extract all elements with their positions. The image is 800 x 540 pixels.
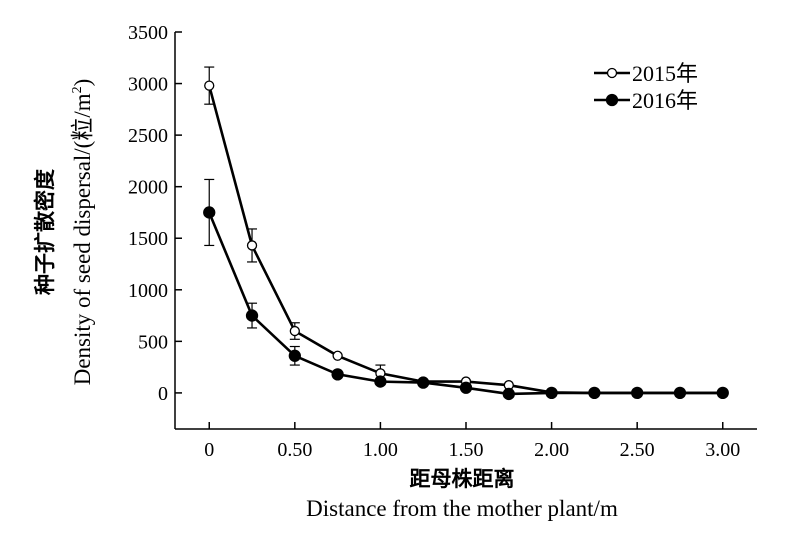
legend-marker bbox=[605, 93, 619, 107]
data-point bbox=[288, 349, 301, 362]
y-axis-title-en: Density of seed dispersal/(粒/m2) bbox=[70, 79, 95, 386]
legend-label: 2015年 bbox=[632, 61, 698, 86]
y-tick-label: 1000 bbox=[128, 280, 168, 302]
data-point bbox=[417, 376, 430, 389]
x-tick-label: 1.00 bbox=[363, 439, 398, 461]
data-point bbox=[332, 350, 343, 361]
series-layer bbox=[203, 66, 729, 401]
data-point bbox=[204, 80, 215, 91]
data-point bbox=[245, 309, 259, 322]
legend-marker bbox=[606, 67, 618, 79]
data-point bbox=[502, 387, 515, 401]
data-point bbox=[331, 368, 344, 381]
x-axis-title-cn: 距母株距离 bbox=[410, 467, 515, 491]
y-axis-title-cn: 种子扩散密度 bbox=[33, 169, 57, 296]
data-point bbox=[588, 386, 601, 400]
y-tick-label: 500 bbox=[138, 331, 168, 353]
series-2 bbox=[203, 178, 729, 401]
y-axis-title-en-sup: 2 bbox=[70, 86, 85, 93]
data-point bbox=[246, 240, 258, 251]
axes: 0 500 1000 1500 2000 2500 3000 3500 0 0.50 1.00 1.5… bbox=[128, 22, 757, 461]
data-point bbox=[374, 375, 387, 388]
x-tick-label: 2.50 bbox=[620, 439, 655, 461]
y-tick-label: 2000 bbox=[128, 177, 168, 199]
data-point bbox=[545, 386, 558, 400]
data-point bbox=[289, 325, 300, 337]
x-tick-label: 1.50 bbox=[449, 439, 484, 461]
y-axis-title-en-suffix: ) bbox=[70, 79, 95, 87]
series-1 bbox=[204, 66, 728, 399]
x-tick-label: 0.50 bbox=[277, 439, 312, 461]
data-point bbox=[203, 206, 216, 219]
y-tick-label: 3000 bbox=[128, 74, 168, 96]
legend-label: 2016年 bbox=[632, 88, 698, 113]
x-tick-label: 3.00 bbox=[705, 439, 740, 461]
y-axis-title-en-prefix: Density of seed dispersal/(粒/m bbox=[70, 93, 95, 385]
data-point bbox=[716, 386, 729, 400]
data-point bbox=[673, 386, 687, 400]
series-line bbox=[207, 212, 723, 396]
x-axis-title-en: Distance from the mother plant/m bbox=[306, 496, 618, 521]
data-point bbox=[631, 386, 644, 400]
y-tick-label: 0 bbox=[158, 383, 168, 405]
y-tick-label: 1500 bbox=[128, 228, 168, 250]
x-tick-label: 2.00 bbox=[534, 439, 569, 461]
y-tick-label: 2500 bbox=[128, 125, 168, 147]
x-tick-label: 0 bbox=[204, 439, 214, 461]
data-point bbox=[459, 381, 473, 394]
y-tick-label: 3500 bbox=[128, 22, 168, 44]
